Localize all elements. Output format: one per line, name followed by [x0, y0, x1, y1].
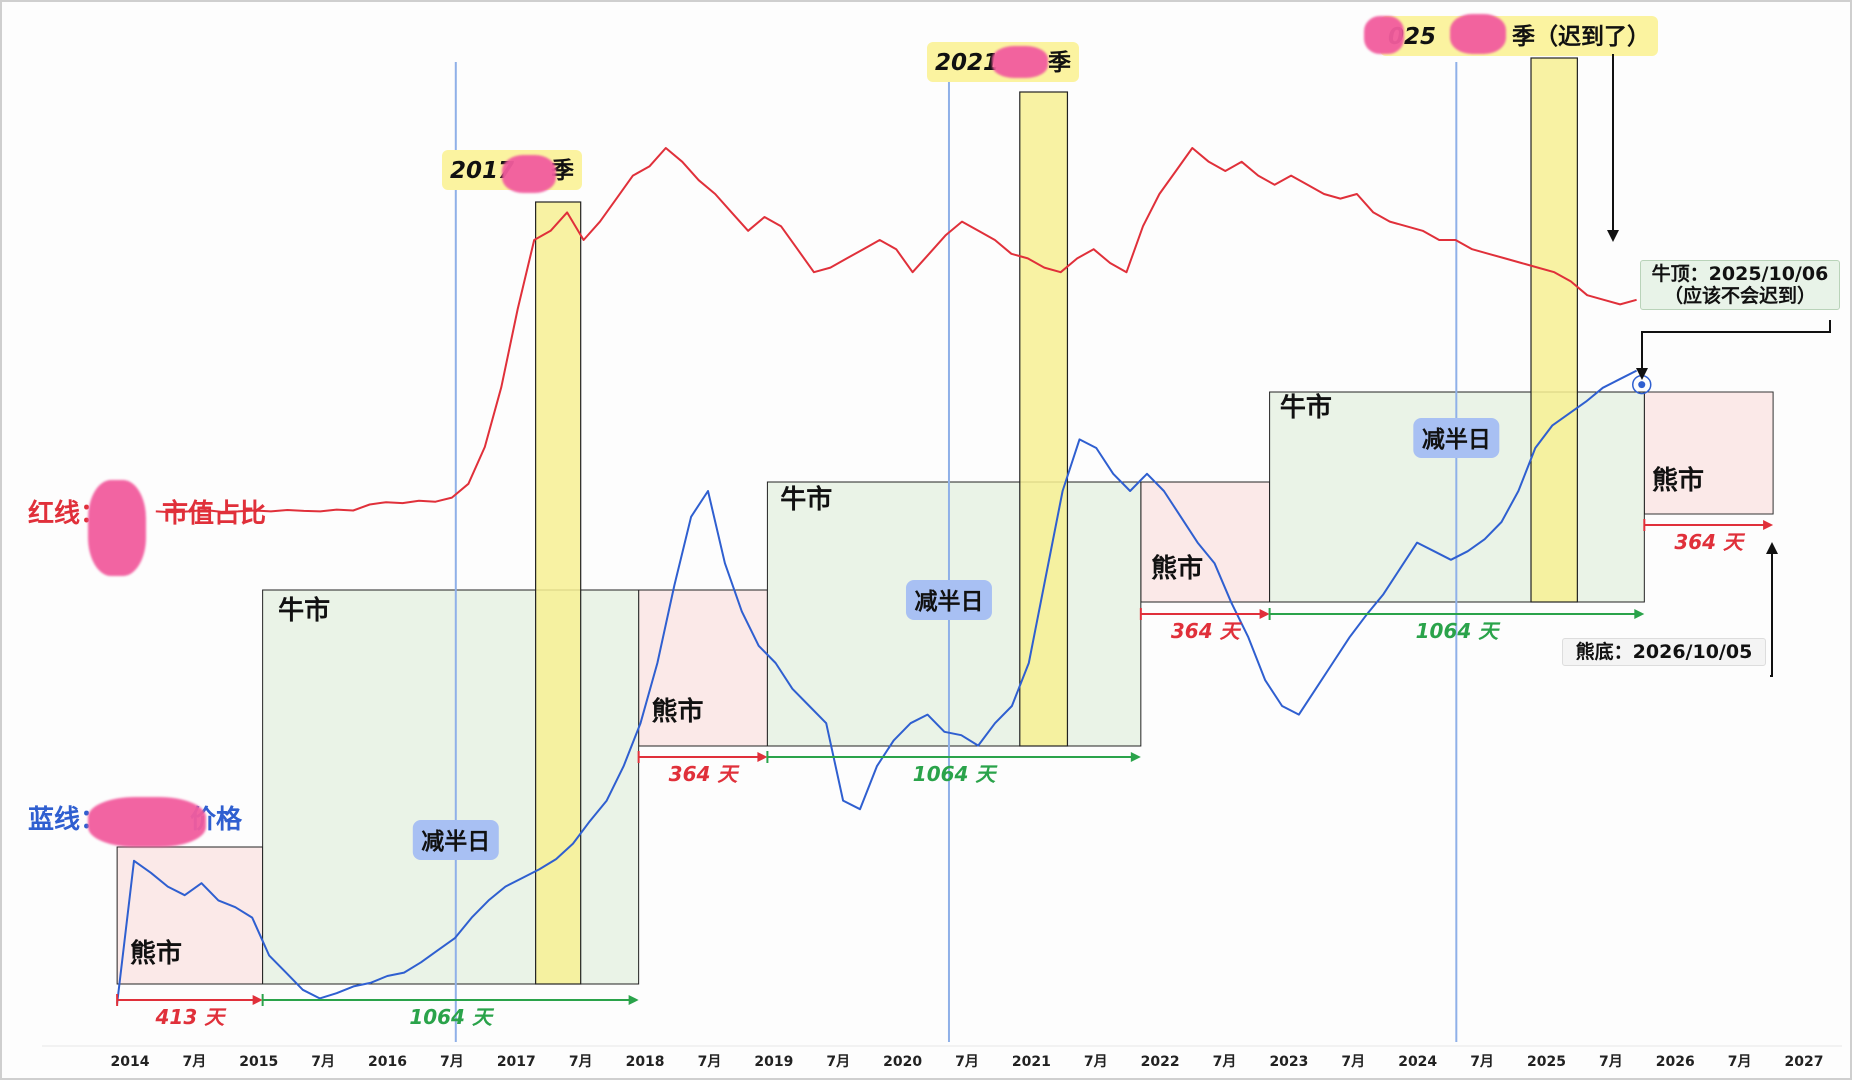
bull-label-3: 牛市 [1280, 392, 1332, 423]
x-tick-label-1: 2014 [111, 1054, 150, 1070]
halving-badge-3 [1413, 418, 1500, 458]
bear-span-arrow-2 [757, 752, 768, 762]
bull-top-date: 牛顶：2025/10/06 [1651, 263, 1829, 285]
x-tick-label-15: 2021 [1012, 1054, 1051, 1070]
bear-span-label-2: 364 天 [669, 762, 741, 786]
bull-span-arrow-3 [1634, 609, 1645, 619]
latest-point-dot [1638, 381, 1646, 389]
series-line-1 [155, 147, 1637, 514]
x-tick-label-8: 7月 [569, 1054, 593, 1070]
bear-span-arrow-1 [252, 995, 263, 1005]
x-tick-label-10: 7月 [698, 1054, 722, 1070]
halving-badge-2 [905, 580, 992, 620]
x-tick-label-18: 7月 [1213, 1054, 1237, 1070]
bear-label-2: 熊市 [652, 696, 704, 727]
x-tick-label-23: 2025 [1527, 1054, 1566, 1070]
bull-span-arrow-2 [1130, 752, 1141, 762]
bear-label-1: 熊市 [130, 938, 182, 969]
bear-bottom-date: 熊底：2026/10/05 [1575, 641, 1753, 663]
redaction-mark [502, 155, 556, 193]
x-tick-label-20: 7月 [1341, 1054, 1365, 1070]
bear-bottom-arrow-head [1766, 542, 1778, 554]
season-suffix-2: 季 [1048, 50, 1071, 76]
x-tick-label-17: 2022 [1141, 1054, 1180, 1070]
redaction-mark [1450, 14, 1506, 54]
x-tick-label-9: 2018 [626, 1054, 665, 1070]
halving-label-1: 减半日 [421, 829, 490, 855]
bull-top-arrow [1641, 320, 1831, 376]
x-tick-label-13: 2020 [883, 1054, 922, 1070]
bear-label-4: 熊市 [1652, 465, 1704, 496]
x-tick-label-4: 7月 [311, 1054, 335, 1070]
x-tick-label-6: 7月 [440, 1054, 464, 1070]
season-arrow-head [1607, 230, 1619, 242]
bull-span-arrow-1 [628, 995, 639, 1005]
x-tick-label-27: 2027 [1785, 1054, 1824, 1070]
x-tick-label-22: 7月 [1470, 1054, 1494, 1070]
x-tick-label-26: 7月 [1728, 1054, 1752, 1070]
bull-top-note: （应该不会迟到） [1663, 285, 1816, 307]
season-column-1 [535, 201, 582, 985]
x-tick-label-25: 2026 [1656, 1054, 1695, 1070]
bear-region-2 [638, 589, 768, 747]
red-legend-b: 市值占比 [162, 498, 266, 529]
redaction-mark [88, 480, 146, 576]
bear-region-4 [1643, 391, 1774, 515]
bear-span-arrow-3 [1259, 609, 1270, 619]
bear-region-3 [1140, 481, 1271, 603]
bull-top-callout: 牛顶：2025/10/06 （应该不会迟到） [1640, 260, 1840, 310]
season-suffix-3: 季（迟到了） [1512, 23, 1650, 50]
bear-bottom-callout: 熊底：2026/10/05 [1562, 638, 1766, 666]
season-column-2 [1019, 91, 1069, 747]
x-tick-label-21: 2024 [1398, 1054, 1437, 1070]
x-tick-label-7: 2017 [497, 1054, 536, 1070]
halving-label-3: 减半日 [1422, 427, 1491, 453]
series-line-2 [116, 369, 1638, 1004]
x-tick-label-19: 2023 [1269, 1054, 1308, 1070]
halving-badge-1 [412, 820, 499, 860]
x-tick-label-12: 7月 [826, 1054, 850, 1070]
x-tick-label-3: 2015 [239, 1054, 278, 1070]
bull-span-label-3: 1064 天 [1416, 619, 1502, 643]
redaction-mark [88, 797, 206, 847]
bear-region-1 [116, 846, 264, 985]
bull-top-arrow-head [1636, 368, 1648, 380]
x-tick-label-2: 7月 [183, 1054, 207, 1070]
x-tick-label-16: 7月 [1084, 1054, 1108, 1070]
x-tick-label-14: 7月 [955, 1054, 979, 1070]
season-suffix-1: 季 [551, 158, 574, 184]
bear-span-label-4: 364 天 [1674, 530, 1746, 554]
x-tick-label-5: 2016 [368, 1054, 407, 1070]
redaction-mark [1364, 16, 1404, 54]
season-column-3 [1530, 57, 1578, 603]
bull-label-2: 牛市 [780, 484, 832, 515]
season-year-2: 2021 [935, 50, 999, 76]
season-tag-3 [1380, 16, 1658, 56]
bear-bottom-arrow [1770, 546, 1773, 677]
redaction-mark [992, 46, 1048, 78]
bear-span-label-3: 364 天 [1171, 619, 1243, 643]
bear-span-arrow-4 [1763, 520, 1774, 530]
bull-region-1 [262, 589, 640, 985]
bull-span-label-1: 1064 天 [409, 1005, 495, 1029]
halving-label-2: 减半日 [914, 589, 983, 615]
bull-span-label-2: 1064 天 [913, 762, 999, 786]
bear-label-3: 熊市 [1151, 553, 1203, 584]
bear-span-label-1: 413 天 [155, 1005, 228, 1029]
bull-label-1: 牛市 [278, 595, 330, 626]
x-tick-label-24: 7月 [1599, 1054, 1623, 1070]
x-tick-label-11: 2019 [754, 1054, 793, 1070]
